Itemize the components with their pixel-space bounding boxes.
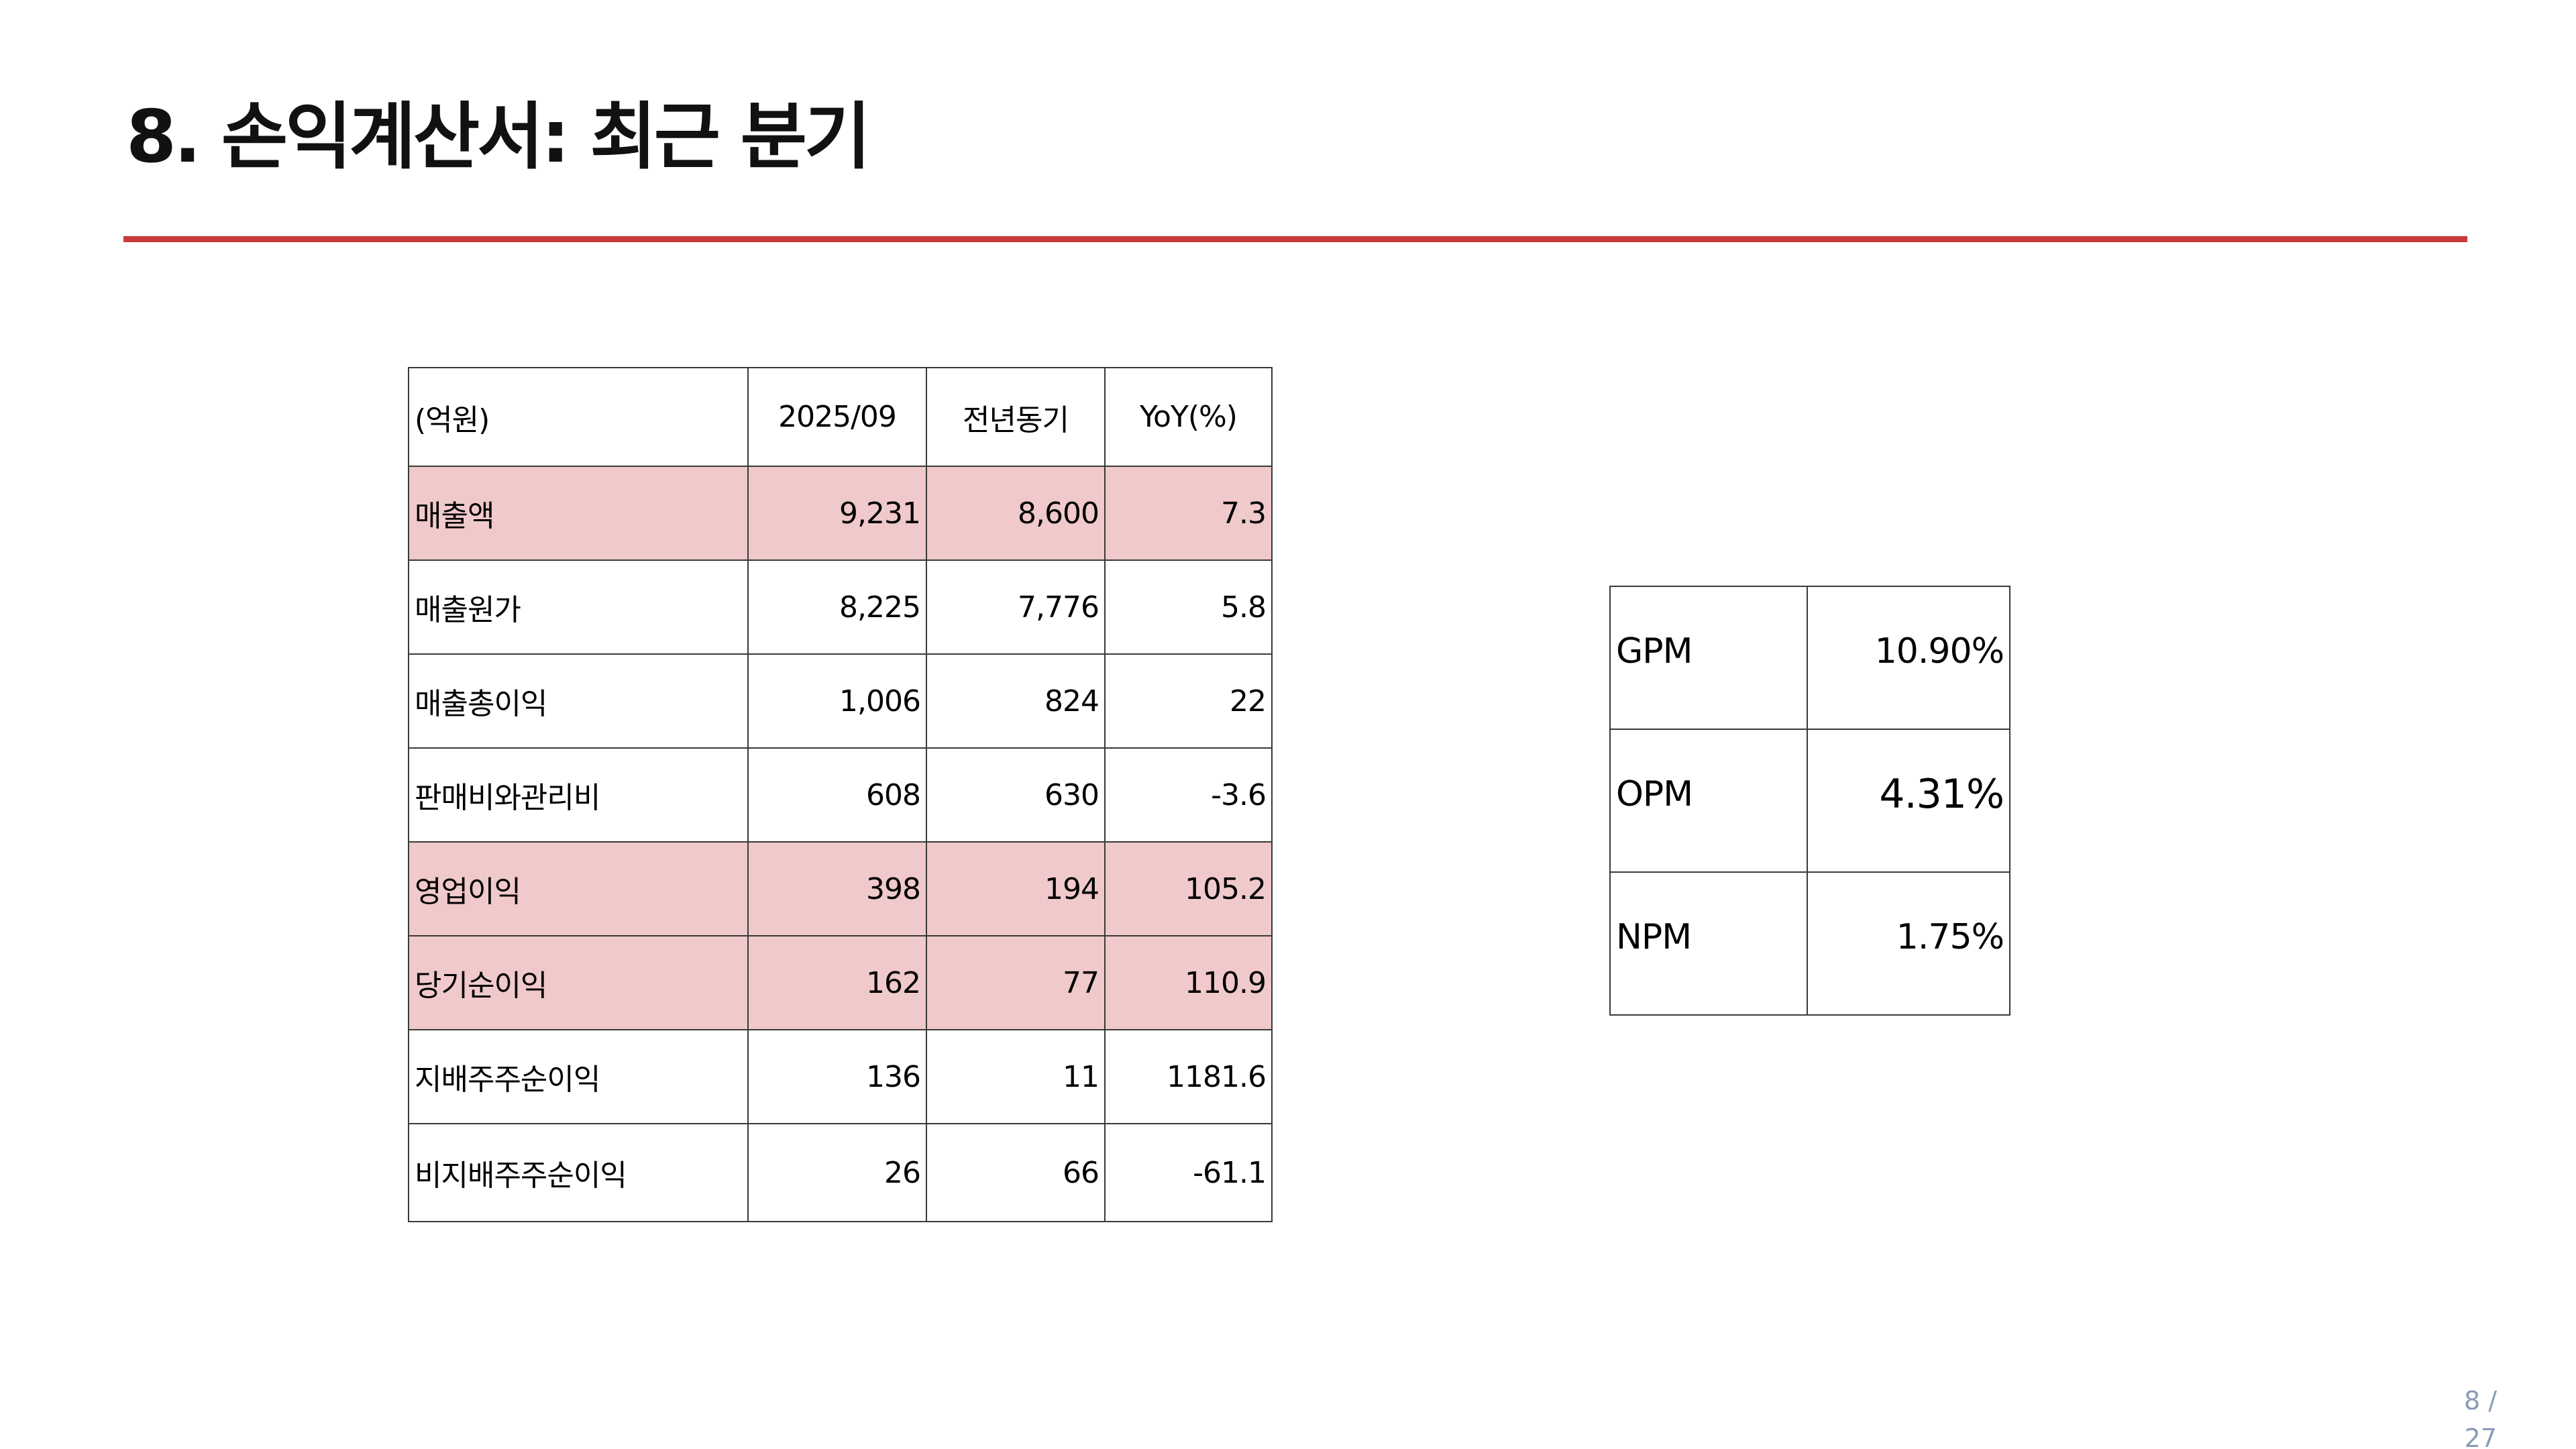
- current-value: 608: [747, 747, 927, 843]
- current-value: 26: [747, 1123, 927, 1222]
- yoy-value: 1181.6: [1104, 1029, 1273, 1124]
- ratio-row-gpm: GPM 10.90%: [1609, 586, 2010, 730]
- ratio-label: NPM: [1609, 871, 1808, 1016]
- table-row-operating-profit: 영업이익 398 194 105.2: [408, 841, 1273, 936]
- ratio-label: OPM: [1609, 729, 1808, 873]
- page-current: 8 /: [2463, 1386, 2497, 1415]
- prior-value: 77: [926, 935, 1106, 1030]
- page-number: 8 / 27: [2450, 1382, 2497, 1449]
- prior-value: 630: [926, 747, 1106, 843]
- prior-value: 11: [926, 1029, 1106, 1124]
- row-label: 매출총이익: [408, 653, 749, 749]
- current-value: 1,006: [747, 653, 927, 749]
- prior-value: 194: [926, 841, 1106, 936]
- yoy-value: 7.3: [1104, 466, 1273, 561]
- prior-value: 66: [926, 1123, 1106, 1222]
- margin-ratio-table: GPM 10.90% OPM 4.31% NPM 1.75%: [1609, 586, 2010, 1016]
- row-label: 판매비와관리비: [408, 747, 749, 843]
- current-value: 8,225: [747, 559, 927, 655]
- row-label: 비지배주주순이익: [408, 1123, 749, 1222]
- table-header-row: (억원) 2025/09 전년동기 YoY(%): [408, 367, 1273, 467]
- yoy-value: 5.8: [1104, 559, 1273, 655]
- row-label: 매출원가: [408, 559, 749, 655]
- table-row-gross-profit: 매출총이익 1,006 824 22: [408, 653, 1273, 749]
- page-total: 27: [2464, 1424, 2497, 1449]
- yoy-value: 22: [1104, 653, 1273, 749]
- current-value: 398: [747, 841, 927, 936]
- prior-value: 824: [926, 653, 1106, 749]
- ratio-value: 10.90%: [1807, 586, 2010, 730]
- ratio-row-npm: NPM 1.75%: [1609, 871, 2010, 1016]
- table-row-net-income: 당기순이익 162 77 110.9: [408, 935, 1273, 1030]
- row-label: 지배주주순이익: [408, 1029, 749, 1124]
- header-yoy: YoY(%): [1104, 367, 1273, 467]
- header-prior-period: 전년동기: [926, 367, 1106, 467]
- yoy-value: 105.2: [1104, 841, 1273, 936]
- header-current-period: 2025/09: [747, 367, 927, 467]
- ratio-value: 1.75%: [1807, 871, 2010, 1016]
- yoy-value: -61.1: [1104, 1123, 1273, 1222]
- row-label: 영업이익: [408, 841, 749, 936]
- ratio-label: GPM: [1609, 586, 1808, 730]
- table-row-sga: 판매비와관리비 608 630 -3.6: [408, 747, 1273, 843]
- table-row-noncontrolling-net-income: 비지배주주순이익 26 66 -61.1: [408, 1123, 1273, 1222]
- ratio-value: 4.31%: [1807, 729, 2010, 873]
- row-label: 매출액: [408, 466, 749, 561]
- yoy-value: -3.6: [1104, 747, 1273, 843]
- page-title: 8. 손익계산서: 최근 분기: [126, 95, 871, 179]
- prior-value: 7,776: [926, 559, 1106, 655]
- table-row-revenue: 매출액 9,231 8,600 7.3: [408, 466, 1273, 561]
- table-row-cost-of-sales: 매출원가 8,225 7,776 5.8: [408, 559, 1273, 655]
- yoy-value: 110.9: [1104, 935, 1273, 1030]
- current-value: 162: [747, 935, 927, 1030]
- income-statement-table: (억원) 2025/09 전년동기 YoY(%) 매출액 9,231 8,600…: [408, 367, 1273, 1222]
- table-row-controlling-net-income: 지배주주순이익 136 11 1181.6: [408, 1029, 1273, 1124]
- row-label: 당기순이익: [408, 935, 749, 1030]
- current-value: 136: [747, 1029, 927, 1124]
- header-unit: (억원): [408, 367, 749, 467]
- ratio-row-opm: OPM 4.31%: [1609, 729, 2010, 873]
- prior-value: 8,600: [926, 466, 1106, 561]
- current-value: 9,231: [747, 466, 927, 561]
- title-divider: [123, 236, 2467, 242]
